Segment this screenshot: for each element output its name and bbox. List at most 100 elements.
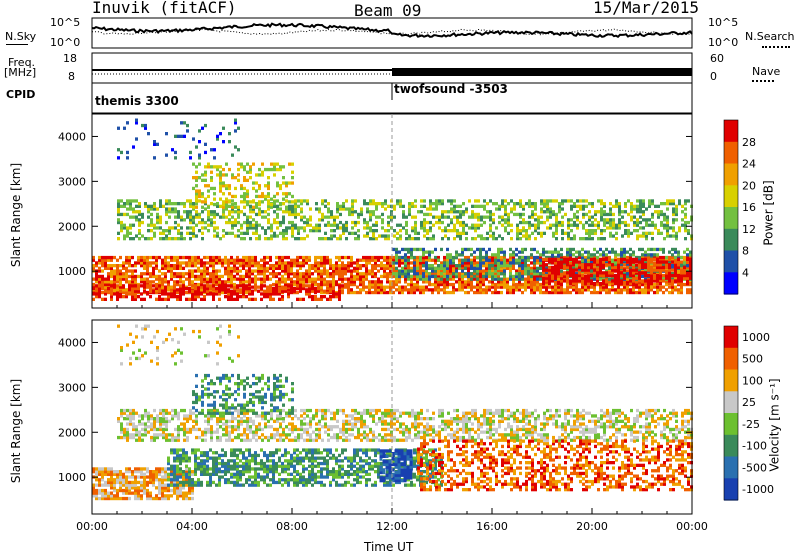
heatmap-cell: [446, 264, 449, 268]
heatmap-cell: [230, 272, 233, 276]
heatmap-cell: [426, 207, 429, 211]
heatmap-cell: [377, 255, 380, 260]
heatmap-cell: [383, 274, 386, 279]
heatmap-cell: [500, 272, 503, 276]
heatmap-cell: [491, 266, 494, 270]
heatmap-cell: [470, 274, 473, 279]
heatmap-cell: [533, 258, 536, 262]
heatmap-cell: [255, 194, 258, 199]
heatmap-cell: [510, 210, 513, 214]
heatmap-cell: [146, 269, 149, 273]
heatmap-cell: [653, 247, 656, 252]
heatmap-cell: [560, 272, 563, 276]
heatmap-cell: [428, 264, 431, 268]
heatmap-cell: [197, 295, 200, 299]
heatmap-cell: [297, 231, 300, 235]
heatmap-cell: [419, 266, 422, 270]
heatmap-cell: [246, 229, 249, 233]
heatmap-cell: [554, 285, 557, 289]
heatmap-cell: [509, 277, 512, 281]
heatmap-cell: [212, 272, 215, 276]
heatmap-cell: [314, 258, 317, 262]
heatmap-cell: [278, 282, 281, 287]
heatmap-cell: [614, 276, 617, 280]
heatmap-cell: [257, 277, 260, 281]
heatmap-cell: [267, 212, 270, 217]
heatmap-cell: [209, 277, 212, 281]
heatmap-cell: [647, 273, 650, 278]
heatmap-cell: [491, 290, 494, 295]
heatmap-cell: [302, 272, 305, 276]
heatmap-cell: [314, 277, 317, 281]
heatmap-cell: [231, 202, 234, 207]
heatmap-cell: [647, 263, 650, 267]
heatmap-cell: [261, 170, 264, 174]
heatmap-cell: [323, 261, 326, 265]
heatmap-cell: [677, 290, 680, 295]
heatmap-cell: [155, 255, 158, 260]
heatmap-cell: [593, 277, 596, 281]
colorbar-tick-label: 12: [742, 223, 756, 236]
heatmap-cell: [209, 284, 212, 288]
heatmap-cell: [533, 269, 536, 273]
heatmap-cell: [275, 292, 278, 296]
heatmap-cell: [621, 210, 624, 214]
heatmap-cell: [138, 204, 141, 208]
heatmap-cell: [261, 192, 264, 196]
heatmap-cell: [290, 284, 293, 288]
heatmap-cell: [666, 234, 669, 238]
heatmap-cell: [186, 212, 189, 217]
heatmap-cell: [620, 260, 623, 264]
heatmap-cell: [584, 271, 587, 275]
heatmap-cell: [260, 269, 263, 273]
heatmap-cell: [362, 285, 365, 289]
heatmap-cell: [317, 264, 320, 268]
heatmap-cell: [234, 121, 237, 125]
heatmap-cell: [110, 274, 113, 279]
heatmap-cell: [231, 199, 234, 203]
colorbar-segment: [724, 120, 738, 143]
heatmap-cell: [132, 145, 135, 149]
heatmap-cell: [600, 202, 603, 206]
heatmap-cell: [656, 265, 659, 270]
heatmap-cell: [257, 264, 260, 268]
heatmap-cell: [225, 204, 228, 208]
heatmap-cell: [555, 223, 558, 227]
heatmap-cell: [350, 269, 353, 273]
heatmap-cell: [365, 264, 368, 268]
heatmap-cell: [533, 274, 536, 279]
heatmap-cell: [380, 261, 383, 265]
heatmap-cell: [258, 207, 261, 211]
heatmap-cell: [153, 202, 156, 206]
heatmap-cell: [305, 255, 308, 260]
heatmap-cell: [629, 273, 632, 278]
heatmap-cell: [479, 277, 482, 281]
heatmap-cell: [302, 280, 305, 284]
heatmap-cell: [507, 212, 510, 217]
heatmap-cell: [161, 285, 164, 289]
heatmap-cell: [530, 269, 533, 273]
heatmap-cell: [135, 215, 138, 219]
heatmap-cell: [101, 286, 104, 291]
heatmap-cell: [524, 261, 527, 265]
heatmap-cell: [533, 247, 536, 252]
heatmap-cell: [371, 255, 374, 260]
heatmap-cell: [680, 288, 683, 292]
heatmap-cell: [233, 286, 236, 291]
heatmap-cell: [554, 255, 557, 260]
heatmap-cell: [494, 255, 497, 260]
heatmap-cell: [195, 192, 198, 196]
heatmap-cell: [188, 261, 191, 265]
heatmap-cell: [426, 229, 429, 233]
heatmap-cell: [635, 290, 638, 295]
heatmap-cell: [413, 272, 416, 276]
heatmap-cell: [288, 220, 291, 225]
heatmap-cell: [366, 234, 369, 238]
heatmap-cell: [563, 264, 566, 268]
heatmap-cell: [425, 274, 428, 279]
heatmap-cell: [156, 207, 159, 211]
heatmap-cell: [540, 231, 543, 235]
heatmap-cell: [389, 264, 392, 268]
heatmap-cell: [179, 255, 182, 260]
heatmap-cell: [194, 277, 197, 281]
